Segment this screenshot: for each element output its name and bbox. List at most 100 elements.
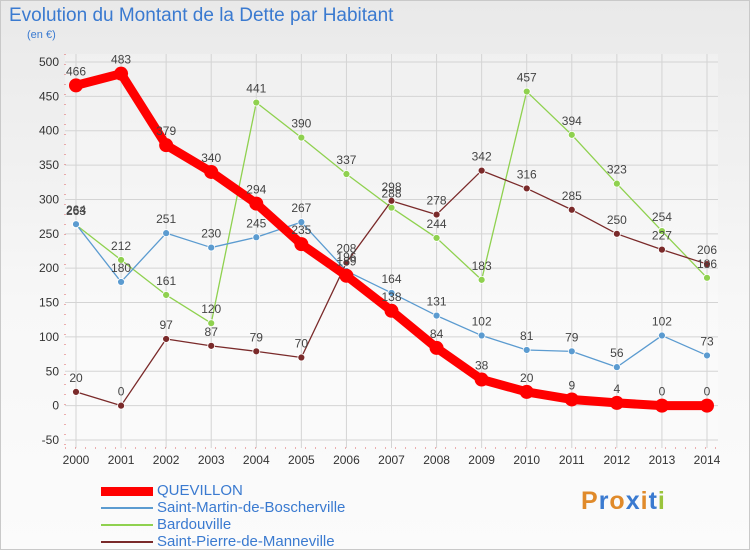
data-label-bardouville: 161 [156,274,176,288]
data-label-bardouville: 394 [562,114,582,128]
data-point-quevillon [654,398,669,413]
data-label-saint-martin-de-boscherville: 79 [565,330,579,344]
data-label-bardouville: 457 [517,71,537,85]
chart-subtitle: (en €) [27,29,56,41]
logo-letter: t [648,487,658,515]
data-label-saint-martin-de-boscherville: 56 [610,346,624,360]
x-tick-label: 2014 [694,453,721,467]
data-label-saint-martin-de-boscherville: 196 [336,250,356,264]
x-tick-label: 2007 [378,453,405,467]
data-label-saint-martin-de-boscherville: 245 [246,216,266,230]
data-label-quevillon: 466 [66,64,86,78]
data-point-bardouville [522,87,531,96]
data-label-quevillon: 294 [246,183,266,197]
logo-letter: i [640,487,649,515]
data-label-saint-martin-de-boscherville: 81 [520,329,534,343]
data-label-quevillon: 379 [156,124,176,138]
logo-letter: i [657,487,666,515]
data-label-saint-pierre-de-manneville: 208 [336,242,356,256]
data-point-saint-martin-de-boscherville [117,278,125,286]
data-label-quevillon: 9 [568,378,575,392]
data-label-saint-martin-de-boscherville: 230 [201,227,221,241]
data-label-quevillon: 20 [520,371,534,385]
data-point-bardouville [612,179,621,188]
data-point-quevillon [294,237,309,252]
data-label-saint-pierre-de-manneville: 79 [250,330,264,344]
y-tick-label: 250 [39,227,59,241]
data-label-saint-pierre-de-manneville: 278 [427,194,447,208]
data-point-quevillon [519,384,534,399]
data-point-quevillon [339,268,354,283]
x-tick-label: 2005 [288,453,315,467]
data-point-bardouville [658,227,666,235]
data-point-saint-martin-de-boscherville [567,347,576,356]
data-point-bardouville [342,170,351,178]
data-point-quevillon [204,164,219,179]
data-label-quevillon: 138 [381,290,401,304]
data-label-saint-pierre-de-manneville: 250 [607,213,627,227]
data-label-saint-pierre-de-manneville: 298 [381,180,401,194]
data-point-saint-pierre-de-manneville [297,353,306,362]
data-label-saint-martin-de-boscherville: 251 [156,212,176,226]
data-label-bardouville: 183 [472,259,492,273]
data-point-saint-martin-de-boscherville [703,351,711,360]
data-point-saint-pierre-de-manneville [72,387,80,396]
data-point-saint-martin-de-boscherville [207,243,216,252]
data-label-bardouville: 441 [246,82,266,96]
x-tick-label: 2001 [108,453,135,467]
data-label-bardouville: 186 [697,257,717,271]
data-point-saint-martin-de-boscherville [658,331,666,340]
y-tick-label: 50 [46,364,60,378]
proxiti-logo: Proxiti [581,487,666,516]
data-label-saint-pierre-de-manneville: 87 [205,325,219,339]
logo-letter: r [598,487,610,515]
data-point-quevillon [249,196,264,211]
data-label-saint-martin-de-boscherville: 264 [66,203,86,217]
data-point-saint-pierre-de-manneville [658,245,666,254]
data-point-saint-pierre-de-manneville [252,347,261,356]
y-tick-label: 500 [39,55,59,69]
x-tick-label: 2010 [513,453,540,467]
data-point-saint-martin-de-boscherville [612,363,621,372]
data-point-quevillon [159,138,174,153]
data-label-saint-martin-de-boscherville: 164 [381,272,401,286]
data-point-saint-pierre-de-manneville [207,341,216,350]
data-label-bardouville: 254 [652,210,672,224]
data-point-bardouville [703,273,711,282]
data-label-quevillon: 38 [475,359,489,373]
data-label-saint-pierre-de-manneville: 97 [159,318,173,332]
data-label-saint-martin-de-boscherville: 73 [700,334,714,348]
data-point-bardouville [162,291,171,299]
data-label-quevillon: 0 [704,385,711,399]
data-point-quevillon [609,395,624,410]
data-label-quevillon: 340 [201,151,221,165]
data-label-saint-pierre-de-manneville: 206 [697,243,717,257]
data-point-saint-martin-de-boscherville [297,218,306,227]
x-tick-label: 2004 [243,453,270,467]
data-label-bardouville: 120 [201,302,221,316]
data-point-quevillon [429,340,444,355]
data-point-saint-pierre-de-manneville [612,229,621,238]
data-point-saint-pierre-de-manneville [432,210,441,219]
data-point-saint-pierre-de-manneville [477,166,486,175]
legend-label-saint-martin: Saint-Martin-de-Boscherville [157,499,346,516]
data-point-saint-pierre-de-manneville [342,258,351,267]
legend-swatch-saint-pierre [101,541,153,543]
data-label-saint-martin-de-boscherville: 267 [291,201,311,215]
data-point-quevillon [114,66,129,81]
data-label-saint-martin-de-boscherville: 102 [652,315,672,329]
data-label-bardouville: 212 [111,239,131,253]
data-point-quevillon [474,372,489,387]
logo-letter: o [609,487,626,515]
x-tick-label: 2013 [649,453,676,467]
data-label-saint-martin-de-boscherville: 131 [427,295,447,309]
data-label-saint-pierre-de-manneville: 227 [652,229,672,243]
data-point-bardouville [207,319,216,328]
legend-swatch-saint-martin [101,507,153,509]
data-point-bardouville [432,234,441,242]
data-label-bardouville: 390 [291,117,311,131]
legend-label-bardouville: Bardouville [157,516,232,533]
y-tick-label: 300 [39,192,59,206]
data-point-quevillon [564,392,579,407]
